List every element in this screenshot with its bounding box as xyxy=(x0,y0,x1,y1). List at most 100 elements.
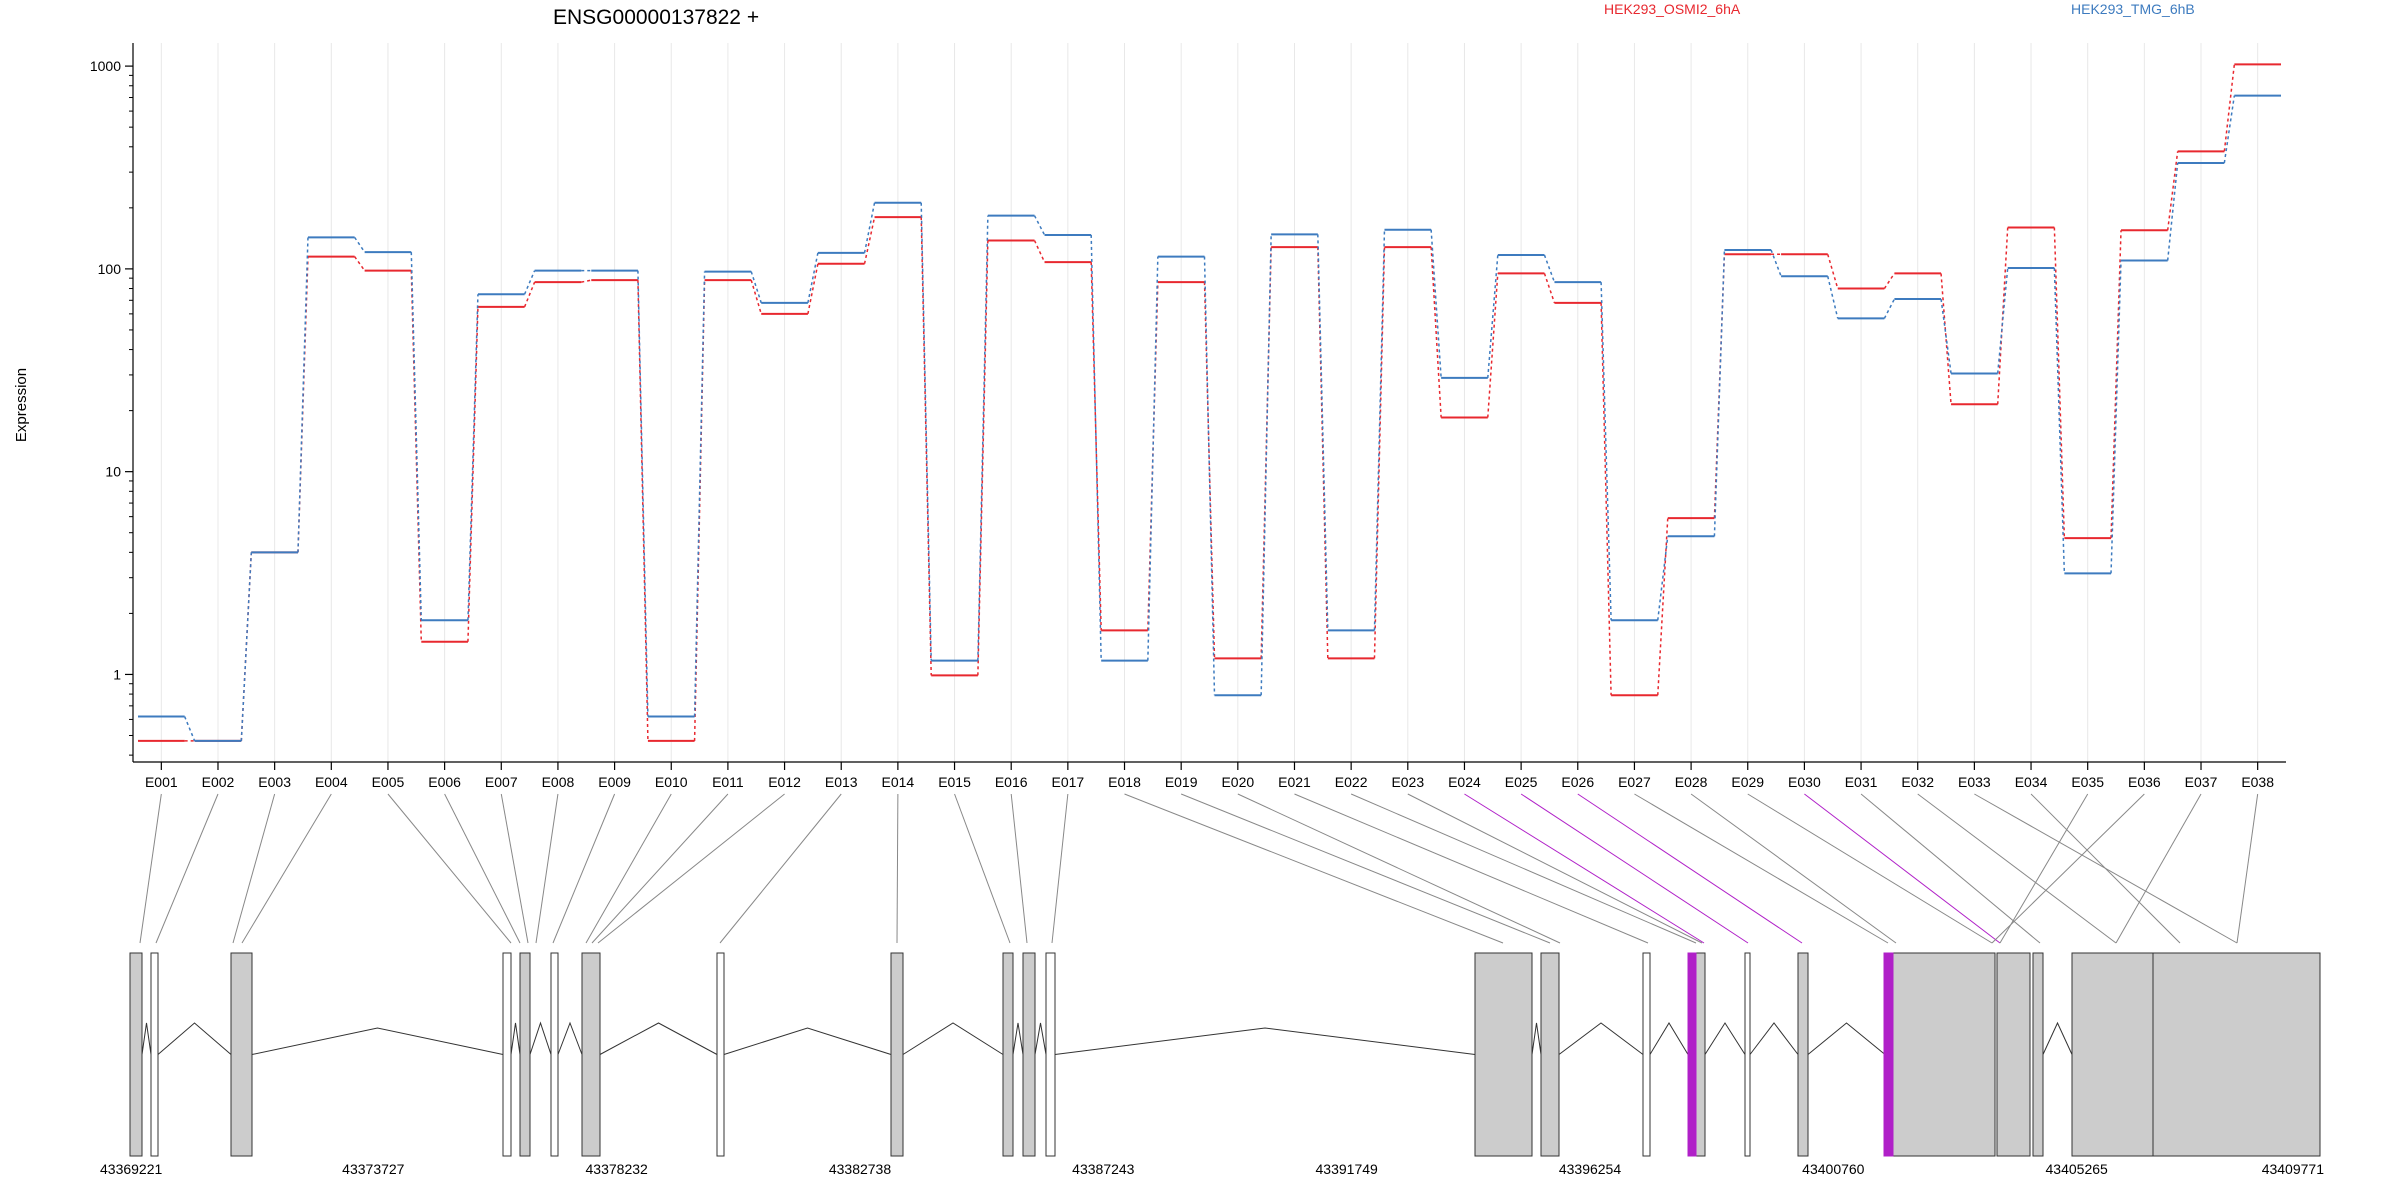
x-tick-label: E024 xyxy=(1448,774,1481,790)
series-2-connector xyxy=(1260,234,1272,696)
series-2-connector xyxy=(1770,249,1782,277)
exon-connector-line xyxy=(1690,793,1897,944)
genomic-coordinate-label: 43409771 xyxy=(2262,1161,2325,1177)
genomic-coordinate-label: 43396254 xyxy=(1559,1161,1622,1177)
x-tick-label: E020 xyxy=(1221,774,1254,790)
genomic-coordinate-label: 43373727 xyxy=(342,1161,405,1177)
series-1-connector xyxy=(1373,247,1386,659)
intron-line xyxy=(1558,1022,1644,1055)
exon-connector-line xyxy=(719,793,842,944)
series-2-connector xyxy=(523,270,536,295)
genomic-coordinate-label: 43405265 xyxy=(2046,1161,2109,1177)
series-2-connector xyxy=(297,237,309,553)
genomic-coordinate-label: 43387243 xyxy=(1072,1161,1135,1177)
exon-connector-line xyxy=(1991,793,2145,944)
x-tick-label: E011 xyxy=(712,774,744,790)
x-tick-label: E023 xyxy=(1391,774,1424,790)
series-2-connector xyxy=(1317,234,1329,631)
genomic-coordinate-label: 43378232 xyxy=(586,1161,649,1177)
x-tick-label: E002 xyxy=(202,774,235,790)
series-1-connector xyxy=(1883,272,1896,289)
exon-connector-line xyxy=(2030,793,2181,944)
series-2-connector xyxy=(2166,162,2179,261)
series-2-connector xyxy=(240,552,253,741)
x-tick-label: E018 xyxy=(1108,774,1141,790)
genomic-coordinate-label: 43369221 xyxy=(100,1161,163,1177)
series-2-connector xyxy=(1487,254,1499,378)
series-1-connector xyxy=(1543,273,1556,304)
series-1-connector xyxy=(807,263,819,315)
x-tick-label: E021 xyxy=(1278,774,1311,790)
y-tick-label: 100 xyxy=(98,261,122,277)
exon-box xyxy=(502,952,512,1157)
exon-connector-line xyxy=(1464,793,1705,944)
x-tick-label: E019 xyxy=(1165,774,1198,790)
intron-line xyxy=(141,1022,152,1055)
exon-box xyxy=(1540,952,1560,1157)
series-1-connector xyxy=(637,280,649,741)
x-tick-label: E007 xyxy=(485,774,518,790)
y-tick-label: 10 xyxy=(105,464,121,480)
exon-connector-line xyxy=(241,793,332,944)
x-tick-label: E004 xyxy=(315,774,348,790)
series-2-connector xyxy=(1430,229,1442,378)
exon-connector-line xyxy=(2236,793,2259,944)
series-1-connector xyxy=(1600,302,1612,696)
series-2-connector xyxy=(1940,298,1952,374)
exon-connector-line xyxy=(1180,793,1551,944)
exon-box xyxy=(1642,952,1651,1157)
series-2-connector xyxy=(1147,256,1159,661)
intron-line xyxy=(1749,1022,1799,1055)
series-2-connector xyxy=(1713,249,1726,537)
series-1-connector xyxy=(1996,227,2009,405)
x-tick-label: E010 xyxy=(655,774,688,790)
chart-title: ENSG00000137822 + xyxy=(553,6,759,29)
exon-connector-line xyxy=(1350,793,1697,944)
intron-line xyxy=(1649,1022,1689,1055)
exon-connector-line xyxy=(1051,793,1069,944)
series-2-connector xyxy=(1373,229,1386,631)
exon-connector-line xyxy=(2115,793,2202,944)
x-tick-label: E037 xyxy=(2185,774,2218,790)
series-2-connector xyxy=(920,202,932,661)
series-1-connector xyxy=(240,552,253,741)
series-1-connector xyxy=(2223,64,2236,152)
series-1-connector xyxy=(581,279,592,283)
series-1-connector xyxy=(467,306,479,642)
genomic-coordinate-label: 43400760 xyxy=(1802,1161,1865,1177)
exon-connector-line xyxy=(597,793,785,944)
series-2-connector xyxy=(2053,267,2066,574)
genomic-coordinate-label: 43382738 xyxy=(829,1161,892,1177)
x-tick-label: E034 xyxy=(2015,774,2048,790)
x-tick-label: E029 xyxy=(1731,774,1764,790)
genomic-coordinate-label: 43391749 xyxy=(1316,1161,1379,1177)
exon-connectors xyxy=(139,793,2259,944)
intron-line xyxy=(157,1022,232,1055)
series-2-connector xyxy=(693,271,706,717)
exon-box xyxy=(1996,952,2031,1157)
x-tick-label: E035 xyxy=(2071,774,2104,790)
exon-connector-line xyxy=(585,793,672,944)
series-2-connector xyxy=(1543,254,1556,283)
exon-box xyxy=(1744,952,1751,1157)
intron-line xyxy=(1704,1022,1746,1055)
exon-connector-line xyxy=(387,793,512,944)
x-tick-label: E013 xyxy=(825,774,858,790)
exon-connector-line xyxy=(1860,793,2041,944)
x-tick-label: E016 xyxy=(995,774,1028,790)
intron-line xyxy=(557,1021,583,1055)
series-1-connector xyxy=(1487,273,1499,418)
series-2-connector xyxy=(183,716,196,742)
x-tick-label: E009 xyxy=(598,774,631,790)
intron-line xyxy=(251,1027,504,1055)
y-axis-label: Expression xyxy=(13,368,30,442)
exon-box xyxy=(1045,952,1056,1157)
x-tick-label: E031 xyxy=(1845,774,1878,790)
x-tick-label: E005 xyxy=(372,774,405,790)
exon-box xyxy=(1022,952,1036,1157)
grid-lines xyxy=(160,43,2259,762)
exon-box xyxy=(2032,952,2044,1157)
exon-box xyxy=(150,952,159,1157)
exon-box xyxy=(581,952,601,1157)
intron-line xyxy=(723,1027,892,1055)
